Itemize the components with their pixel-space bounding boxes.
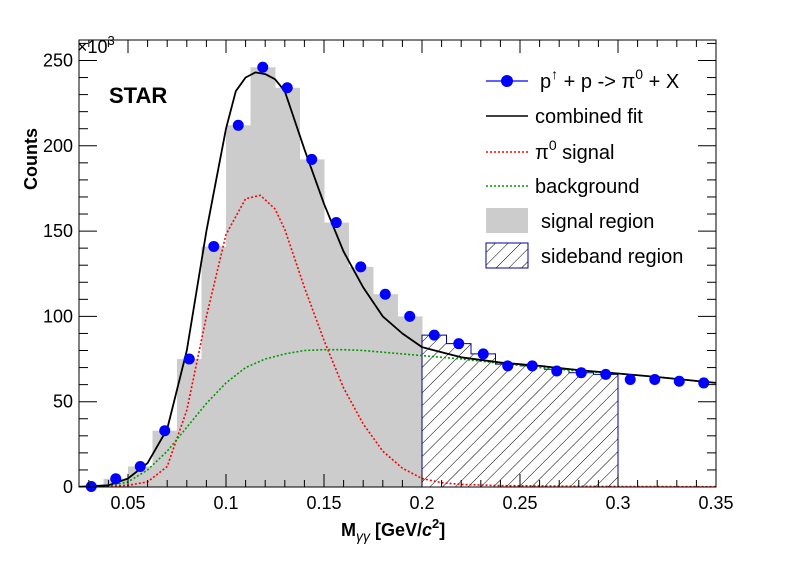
histogram-bars: [79, 67, 619, 487]
data-points: [85, 61, 710, 492]
data-point: [624, 374, 636, 386]
svg-text:combined fit: combined fit: [535, 106, 643, 128]
y-tick-label: 200: [43, 136, 73, 156]
plot-frame: [78, 39, 717, 488]
signal-region-bar: [226, 125, 251, 487]
svg-text:background: background: [535, 176, 640, 198]
data-point: [551, 365, 563, 377]
data-point: [404, 310, 416, 322]
data-point: [428, 329, 440, 341]
sideband-region-bar: [569, 372, 594, 487]
pi0-signal-curve: [79, 194, 716, 487]
signal-region-bar: [397, 316, 423, 487]
y-axis-exponent: ×103: [77, 33, 115, 57]
signal-region-bar: [275, 87, 300, 487]
data-point: [698, 377, 710, 389]
y-tick-label: 250: [43, 50, 73, 70]
sideband-region-bar: [495, 364, 520, 487]
data-point: [453, 338, 465, 350]
data-point: [232, 119, 244, 131]
svg-text:signal region: signal region: [541, 211, 654, 233]
data-point: [526, 360, 538, 372]
data-point: [379, 288, 391, 300]
signal-region-bar: [373, 294, 398, 487]
data-point: [600, 368, 612, 380]
y-axis-title: Counts: [21, 128, 41, 190]
data-point: [208, 240, 220, 252]
x-tick-label: 0.1: [213, 493, 238, 513]
data-point: [330, 217, 342, 229]
data-point: [575, 367, 587, 379]
data-point: [306, 153, 318, 165]
signal-region-bar: [152, 430, 178, 487]
signal-region-bar: [299, 159, 325, 487]
legend-entry-pi0-signal: π0 signal: [486, 137, 614, 164]
fit-curves: [79, 71, 716, 487]
background-curve: [79, 348, 716, 487]
y-tick-label: 50: [53, 392, 73, 412]
data-point: [281, 82, 293, 94]
data-point: [355, 261, 367, 273]
svg-text:π0 signal: π0 signal: [535, 137, 614, 164]
x-tick-label: 0.35: [698, 493, 733, 513]
signal-region-bar: [177, 359, 202, 487]
data-point: [85, 480, 97, 492]
sideband-region-bar: [544, 369, 569, 487]
legend-entry-data: p↑ + p -> π0 + X: [486, 66, 679, 93]
y-tick-label: 0: [63, 477, 73, 497]
legend-entry-signal-region: signal region: [486, 208, 654, 233]
x-axis-title: Mγγ [GeV/c2]: [341, 516, 445, 544]
x-tick-label: 0.15: [306, 493, 341, 513]
signal-region-bar: [324, 222, 349, 487]
x-tick-label: 0.2: [409, 493, 434, 513]
axis-ticks: 0.05 0.1 0.15 0.2 0.25 0.3 0.35 0 50 100 150 200 250: [43, 40, 734, 513]
svg-text:sideband region: sideband region: [541, 246, 683, 268]
sideband-region-bar: [446, 343, 471, 487]
sideband-region-bar: [520, 365, 545, 487]
x-tick-label: 0.3: [605, 493, 630, 513]
signal-region-bar: [250, 67, 276, 487]
data-point: [110, 473, 122, 485]
data-point: [477, 348, 489, 360]
data-point: [134, 461, 146, 473]
legend-entry-sideband-region: sideband region: [485, 242, 683, 269]
y-tick-label: 100: [43, 306, 73, 326]
sideband-region-bar: [422, 335, 447, 487]
legend: p↑ + p -> π0 + X combined fit π0 signal …: [485, 66, 683, 269]
experiment-label: STAR: [109, 83, 167, 108]
sideband-region-bar: [471, 353, 496, 487]
x-tick-label: 0.25: [502, 493, 537, 513]
x-tick-label: 0.05: [110, 493, 145, 513]
data-point: [502, 360, 514, 372]
data-point: [257, 61, 269, 73]
data-point: [183, 353, 195, 365]
svg-text:p↑ + p -> π0 + X: p↑ + p -> π0 + X: [540, 66, 679, 93]
legend-entry-background: background: [486, 176, 640, 198]
data-point: [673, 375, 685, 387]
legend-entry-combined-fit: combined fit: [486, 106, 643, 128]
data-point: [159, 425, 171, 437]
data-point: [649, 374, 661, 386]
y-tick-label: 150: [43, 221, 73, 241]
sideband-region-bar: [593, 374, 618, 487]
combined-fit-curve: [79, 71, 716, 487]
signal-region-bar: [348, 266, 374, 487]
